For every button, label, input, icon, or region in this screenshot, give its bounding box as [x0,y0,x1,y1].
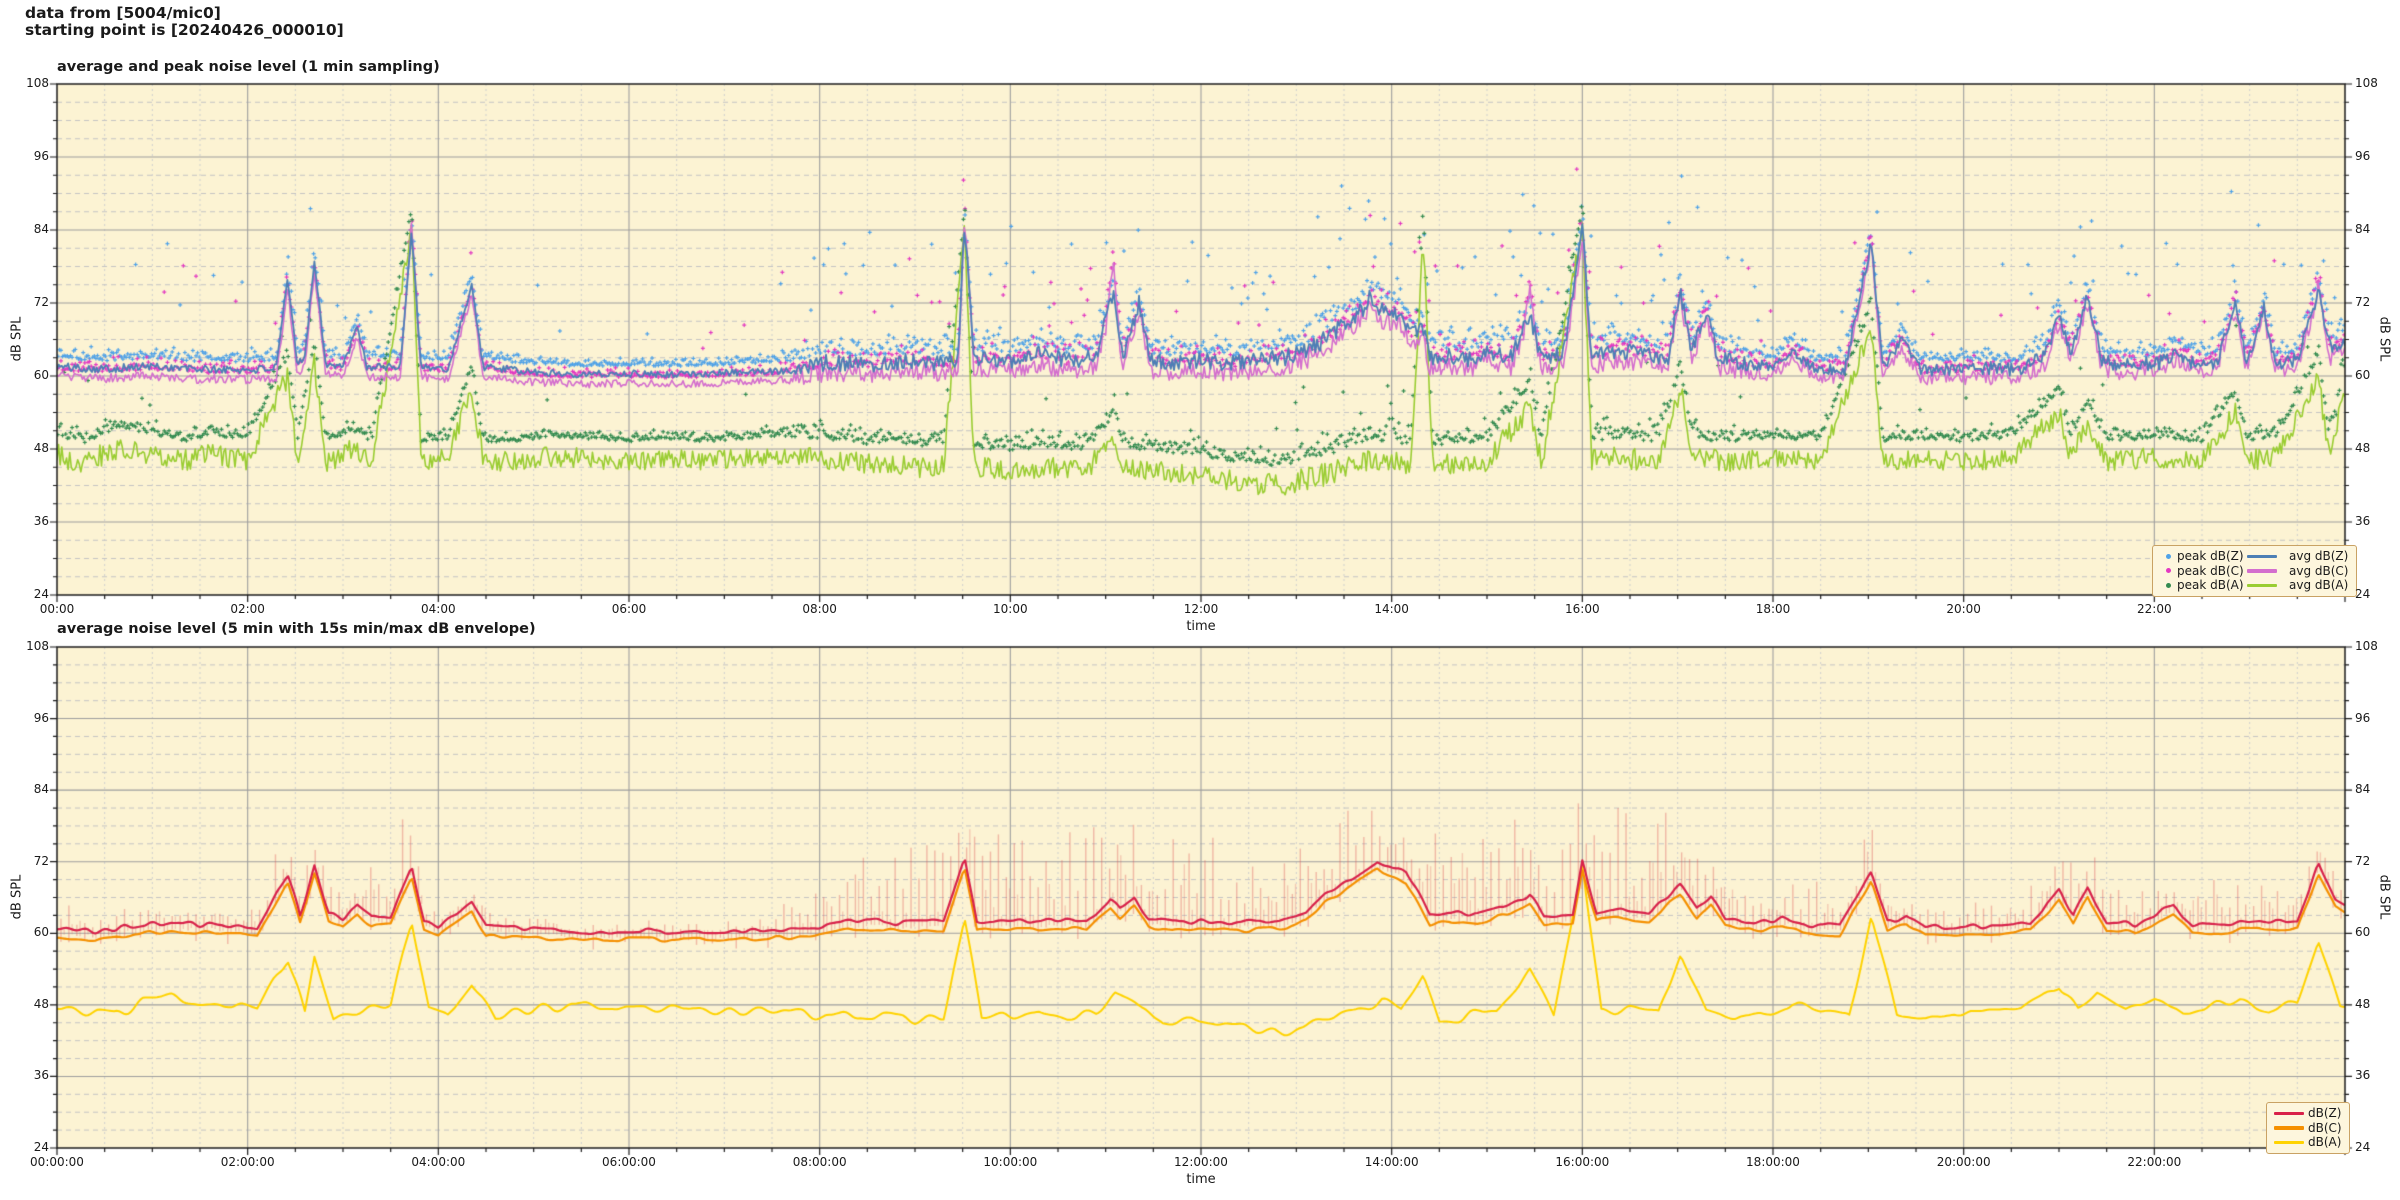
y-tick-label-left: 72 [33,295,49,309]
y-tick-label-left: 60 [33,925,49,940]
x-tick-label: 16:00:00 [1555,1155,1610,1169]
y-tick-label-left: 96 [33,149,49,163]
legend-label: dB(Z) [2308,1106,2342,1120]
y-tick-label-right: 108 [2355,639,2378,653]
y-tick-label-right: 60 [2355,925,2371,940]
chart1-legend: peak dB(Z) avg dB(Z) peak dB(C) avg dB(C) pe… [2152,545,2358,597]
legend-label: dB(C) [2308,1120,2342,1135]
x-tick-label: 18:00:00 [1746,1155,1800,1169]
legend-label: dB(A) [2308,1135,2342,1149]
chart2-plot-canvas [47,637,2355,1158]
chart2-ylabel-right: dB SPL [2376,874,2392,920]
x-tick-label: 16:00 [1565,602,1600,616]
legend-line-swatch [2274,1126,2304,1130]
x-tick-label: 06:00:00 [602,1155,656,1169]
legend-line-swatch [2274,1140,2304,1144]
x-tick-label: 08:00:00 [792,1155,847,1169]
x-tick-label: 10:00 [993,602,1028,616]
y-tick-label-left: 84 [33,222,49,236]
x-tick-label: 22:00 [2137,602,2172,616]
legend-dot-marker [2165,553,2171,559]
legend-label: avg dB(A) [2289,578,2349,592]
y-tick-label-right: 36 [2355,514,2371,528]
legend-label: avg dB(C) [2289,563,2349,578]
y-tick-label-right: 24 [2355,1140,2371,1154]
y-tick-label-left: 96 [33,710,49,725]
chart2-legend: dB(Z) dB(C) dB(A) [2266,1102,2350,1154]
chart1-xlabel: time [1186,619,1216,634]
x-tick-label: 22:00:00 [2127,1155,2182,1169]
y-tick-label-left: 36 [33,1068,49,1083]
y-tick-label-left: 36 [33,514,49,528]
x-tick-label: 14:00 [1374,602,1409,616]
legend-label: peak dB(C) [2177,563,2244,578]
x-tick-label: 14:00:00 [1364,1155,1419,1169]
legend-dot-marker [2165,582,2171,588]
header-data-source: data from [5004/mic0] [25,4,221,22]
y-tick-label-left: 48 [33,441,49,455]
y-tick-label-right: 84 [2355,222,2371,236]
x-tick-label: 04:00 [421,602,456,616]
legend-line-swatch [2247,583,2277,587]
x-tick-label: 20:00 [1946,602,1981,616]
legend-label: peak dB(A) [2177,578,2244,592]
y-tick-label-left: 108 [26,639,49,653]
x-tick-label: 00:00 [39,602,75,616]
y-tick-label-left: 48 [33,996,49,1011]
y-tick-label-right: 60 [2355,368,2371,382]
chart2-xlabel: time [1186,1172,1216,1187]
legend-label: peak dB(Z) [2177,549,2244,563]
chart2-ylabel-left: dB SPL [9,874,25,920]
chart1-title: average and peak noise level (1 min samp… [57,59,440,75]
y-tick-label-left: 60 [33,368,49,382]
y-tick-label-left: 24 [33,1140,49,1154]
y-tick-label-left: 24 [33,587,49,601]
y-tick-label-right: 48 [2355,441,2371,455]
y-tick-label-right: 48 [2355,996,2371,1011]
y-tick-label-right: 96 [2355,710,2371,725]
legend-label: avg dB(Z) [2289,549,2349,563]
legend-dot-marker [2165,568,2171,574]
x-tick-label: 20:00:00 [1936,1155,1991,1169]
legend-line-swatch [2247,569,2277,573]
y-tick-label-left: 84 [33,782,49,797]
chart1-ylabel-right: dB SPL [2376,316,2392,362]
x-tick-label: 00:00:00 [30,1155,84,1169]
y-tick-label-right: 84 [2355,782,2371,797]
chart1-plot-canvas [47,74,2355,605]
y-tick-label-right: 96 [2355,149,2371,163]
chart1-ylabel-left: dB SPL [9,316,25,362]
x-tick-label: 02:00 [230,602,265,616]
x-tick-label: 12:00:00 [1174,1155,1228,1169]
x-tick-label: 02:00:00 [220,1155,275,1169]
x-tick-label: 12:00 [1183,602,1219,616]
y-tick-label-left: 72 [33,853,49,868]
chart2-title: average noise level (5 min with 15s min/… [57,621,536,637]
y-tick-label-left: 108 [26,76,49,90]
y-tick-label-right: 108 [2355,76,2378,90]
y-tick-label-right: 24 [2355,587,2371,601]
y-tick-label-right: 36 [2355,1068,2371,1083]
x-tick-label: 08:00 [802,602,837,616]
x-tick-label: 18:00 [1755,602,1791,616]
x-tick-label: 10:00:00 [983,1155,1038,1169]
x-tick-label: 06:00 [611,602,647,616]
legend-line-swatch [2247,554,2277,558]
y-tick-label-right: 72 [2355,295,2371,309]
x-tick-label: 04:00:00 [411,1155,466,1169]
legend-line-swatch [2274,1111,2304,1115]
header-start-point: starting point is [20240426_000010] [25,21,344,39]
y-tick-label-right: 72 [2355,853,2371,868]
